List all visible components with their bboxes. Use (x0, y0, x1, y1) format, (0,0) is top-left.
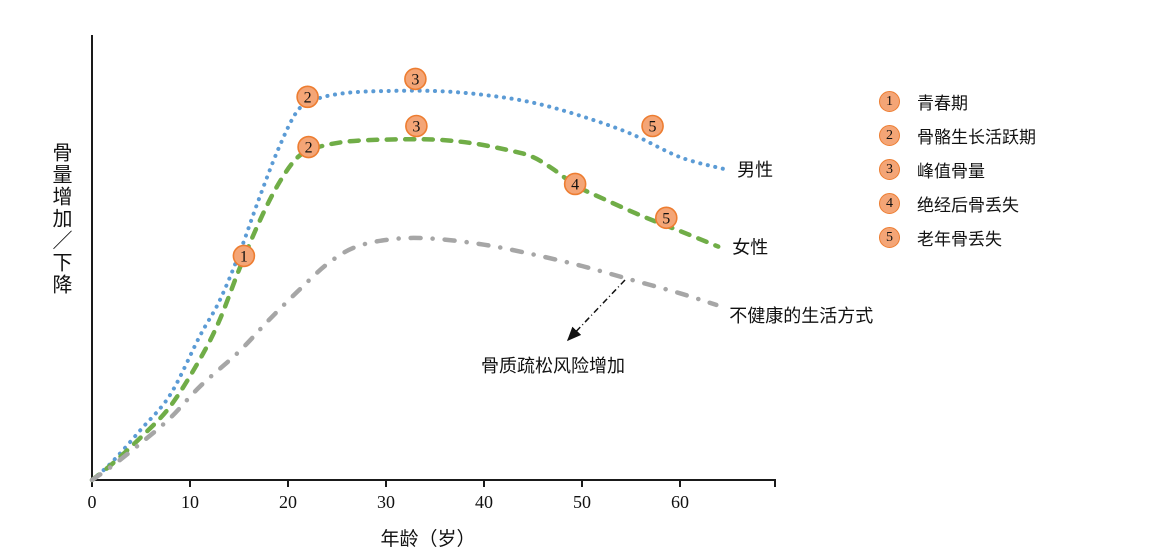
unhealthy-lifestyle-curve-label: 不健康的生活方式 (729, 306, 873, 326)
stage-3-badge: 3 (879, 159, 900, 180)
legend-label: 青春期 (917, 94, 968, 113)
legend-item-active-growth: 2 骨骼生长活跃期 (879, 123, 1036, 148)
legend-item-postmenopausal-loss: 4 绝经后骨丢失 (879, 191, 1036, 216)
stage-marker-4: 4 (563, 172, 587, 196)
stage-legend: 1 青春期 2 骨骼生长活跃期 3 峰值骨量 4 绝经后骨丢失 5 老年骨丢失 (879, 89, 1036, 259)
annotation-arrow (566, 279, 626, 342)
stage-marker-3: 3 (404, 67, 427, 91)
stage-marker-number: 2 (304, 89, 312, 106)
legend-label: 峰值骨量 (917, 162, 985, 181)
x-tick-label: 20 (279, 492, 297, 512)
legend-label: 绝经后骨丢失 (917, 196, 1019, 215)
stage-marker-circle (641, 114, 664, 138)
legend-label: 骨骼生长活跃期 (917, 128, 1036, 147)
x-tick-label: 50 (573, 492, 591, 512)
stage-marker-number: 3 (412, 119, 420, 136)
stage-marker-circle (404, 67, 427, 91)
stage-marker-1: 1 (232, 244, 256, 268)
stage-marker-5: 5 (641, 114, 664, 138)
female-curve (89, 137, 721, 483)
stage-marker-circle (297, 135, 320, 159)
x-tick-label: 40 (475, 492, 493, 512)
legend-item-senile-loss: 5 老年骨丢失 (879, 225, 1036, 250)
stage-marker-circle (654, 206, 678, 230)
stage-marker-2: 2 (296, 85, 319, 109)
stage-2-badge: 2 (879, 125, 900, 146)
male-curve-label: 男性 (737, 160, 773, 180)
stage-marker-circle (563, 172, 587, 196)
stage-marker-circle (232, 244, 256, 268)
stage-5-badge: 5 (879, 227, 900, 248)
stage-marker-number: 1 (240, 248, 248, 265)
annotation: 骨质疏松风险增加 (481, 279, 626, 376)
legend-label: 老年骨丢失 (917, 230, 1002, 249)
stage-marker-number: 3 (411, 71, 419, 88)
stage-marker-circle (405, 114, 428, 138)
y-axis-label: 骨量增加／下降 (49, 142, 71, 296)
stage-markers: 1 2 2 3 3 4 5 5 (232, 67, 678, 268)
x-axis-label: 年龄（岁） (380, 529, 476, 550)
stage-marker-circle (296, 85, 319, 109)
unhealthy-lifestyle-curve (89, 235, 719, 483)
legend-item-puberty: 1 青春期 (879, 89, 1036, 114)
x-tick-label: 60 (671, 492, 689, 512)
stage-4-badge: 4 (879, 193, 900, 214)
stage-marker-number: 5 (649, 119, 657, 136)
axes: 0 10 20 30 40 50 60 (88, 35, 776, 512)
stage-1-badge: 1 (879, 91, 900, 112)
stage-marker-3: 3 (405, 114, 428, 138)
x-tick-label: 0 (88, 492, 97, 512)
female-curve-label: 女性 (732, 238, 768, 258)
x-tick-label: 30 (377, 492, 395, 512)
stage-marker-2: 2 (297, 135, 320, 159)
x-tick-label: 10 (181, 492, 199, 512)
stage-marker-5: 5 (654, 206, 678, 230)
stage-marker-number: 4 (571, 176, 579, 193)
osteoporosis-risk-annotation: 骨质疏松风险增加 (481, 356, 625, 376)
male-curve (90, 88, 726, 482)
stage-marker-number: 2 (305, 140, 313, 157)
stage-marker-number: 5 (662, 210, 670, 227)
legend-item-peak-bone-mass: 3 峰值骨量 (879, 157, 1036, 182)
